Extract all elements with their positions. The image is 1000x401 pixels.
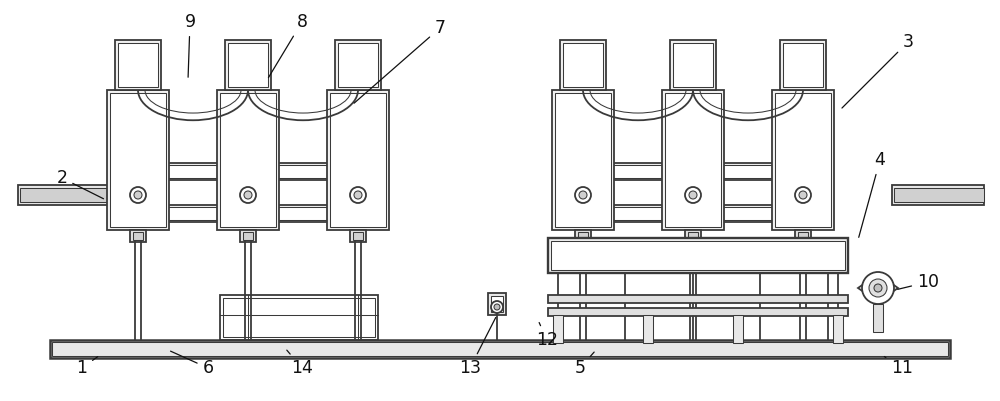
- Bar: [228, 43, 268, 87]
- Circle shape: [799, 191, 807, 199]
- Text: 9: 9: [184, 13, 196, 77]
- Bar: [220, 93, 276, 227]
- Bar: [223, 298, 375, 337]
- Bar: [491, 296, 503, 312]
- Bar: [873, 304, 883, 332]
- Bar: [833, 315, 843, 343]
- Bar: [107, 90, 169, 230]
- Text: 7: 7: [354, 19, 446, 103]
- Bar: [783, 43, 823, 87]
- Bar: [670, 40, 716, 90]
- Bar: [575, 230, 591, 242]
- Bar: [350, 230, 366, 242]
- Bar: [553, 163, 831, 180]
- Circle shape: [874, 284, 882, 292]
- Circle shape: [491, 301, 503, 313]
- Circle shape: [795, 187, 811, 203]
- Bar: [225, 40, 271, 90]
- Circle shape: [575, 187, 591, 203]
- Bar: [578, 232, 588, 240]
- Bar: [553, 205, 831, 222]
- Text: 2: 2: [56, 169, 104, 199]
- Bar: [110, 93, 166, 227]
- Bar: [665, 93, 721, 227]
- Bar: [108, 205, 386, 222]
- Bar: [240, 230, 256, 242]
- Circle shape: [354, 191, 362, 199]
- Bar: [548, 308, 848, 316]
- Circle shape: [869, 279, 887, 297]
- Bar: [108, 163, 386, 180]
- Bar: [560, 40, 606, 90]
- Bar: [130, 230, 146, 242]
- Bar: [52, 342, 948, 356]
- Bar: [555, 207, 829, 220]
- Bar: [353, 232, 363, 240]
- Bar: [338, 43, 378, 87]
- Text: 8: 8: [268, 13, 308, 78]
- Bar: [688, 232, 698, 240]
- Text: 13: 13: [459, 318, 496, 377]
- Bar: [553, 315, 563, 343]
- Text: 11: 11: [884, 356, 913, 377]
- Bar: [555, 165, 829, 178]
- Bar: [118, 43, 158, 87]
- Bar: [551, 241, 845, 270]
- Circle shape: [862, 272, 894, 304]
- Bar: [894, 188, 984, 202]
- Bar: [548, 238, 848, 273]
- Circle shape: [685, 187, 701, 203]
- Text: 6: 6: [171, 351, 214, 377]
- Bar: [110, 165, 384, 178]
- Bar: [662, 90, 724, 230]
- Bar: [798, 232, 808, 240]
- Bar: [488, 293, 506, 315]
- Bar: [110, 207, 384, 220]
- Text: 14: 14: [287, 350, 313, 377]
- Bar: [780, 40, 826, 90]
- Bar: [115, 40, 161, 90]
- Bar: [18, 185, 108, 205]
- Bar: [548, 295, 848, 303]
- Bar: [772, 90, 834, 230]
- Bar: [643, 315, 653, 343]
- Circle shape: [689, 191, 697, 199]
- Polygon shape: [858, 274, 898, 302]
- Bar: [50, 340, 950, 358]
- Text: 5: 5: [574, 352, 594, 377]
- Bar: [673, 43, 713, 87]
- Bar: [563, 43, 603, 87]
- Bar: [20, 188, 108, 202]
- Bar: [217, 90, 279, 230]
- Bar: [335, 40, 381, 90]
- Bar: [733, 315, 743, 343]
- Text: 3: 3: [842, 33, 914, 108]
- Text: 4: 4: [859, 151, 885, 237]
- Circle shape: [134, 191, 142, 199]
- Circle shape: [579, 191, 587, 199]
- Bar: [327, 90, 389, 230]
- Text: 12: 12: [536, 322, 558, 349]
- Bar: [552, 90, 614, 230]
- Circle shape: [244, 191, 252, 199]
- Circle shape: [494, 304, 500, 310]
- Bar: [555, 93, 611, 227]
- Circle shape: [240, 187, 256, 203]
- Text: 1: 1: [76, 356, 98, 377]
- Bar: [330, 93, 386, 227]
- Circle shape: [350, 187, 366, 203]
- Bar: [243, 232, 253, 240]
- Bar: [795, 230, 811, 242]
- Bar: [775, 93, 831, 227]
- Text: 10: 10: [898, 273, 939, 291]
- Bar: [892, 185, 984, 205]
- Bar: [220, 295, 378, 340]
- Bar: [685, 230, 701, 242]
- Circle shape: [130, 187, 146, 203]
- Bar: [133, 232, 143, 240]
